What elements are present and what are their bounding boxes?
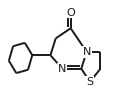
Text: O: O (66, 8, 75, 18)
Text: N: N (82, 47, 91, 57)
Text: S: S (86, 77, 93, 87)
Text: N: N (58, 64, 66, 74)
